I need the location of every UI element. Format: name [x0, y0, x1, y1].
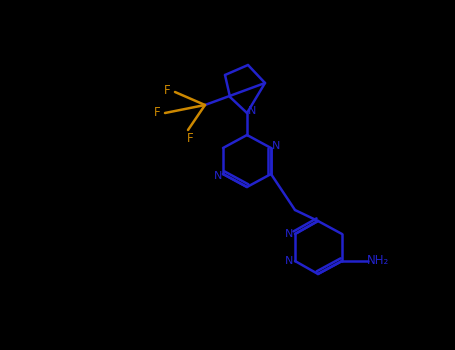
Text: N: N [248, 106, 256, 116]
Text: N: N [285, 229, 293, 239]
Text: NH₂: NH₂ [367, 254, 389, 267]
Text: N: N [214, 171, 222, 181]
Text: N: N [285, 256, 293, 266]
Text: F: F [164, 84, 170, 98]
Text: F: F [154, 106, 160, 119]
Text: N: N [272, 141, 280, 151]
Text: F: F [187, 132, 193, 145]
